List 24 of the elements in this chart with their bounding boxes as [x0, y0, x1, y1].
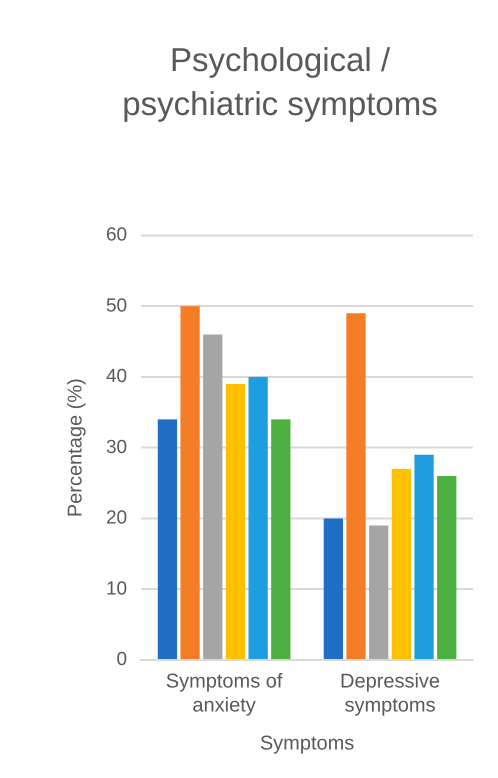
y-tick-label: 50	[106, 295, 128, 316]
bar	[414, 454, 434, 659]
bar	[369, 526, 388, 659]
bar	[437, 476, 456, 659]
bar	[346, 313, 366, 659]
bar	[392, 468, 412, 659]
y-axis-title: Percentage (%)	[64, 378, 87, 518]
bar	[158, 419, 178, 659]
x-tick-label: Symptoms of anxiety	[166, 670, 283, 717]
bar	[226, 384, 246, 659]
bar	[248, 376, 268, 659]
x-tick-label: Depressive symptoms	[340, 670, 440, 717]
x-axis-title: Symptoms	[260, 732, 354, 755]
bar	[180, 306, 200, 659]
y-tick-label: 20	[106, 508, 128, 529]
bar	[324, 518, 343, 659]
bar	[203, 334, 222, 659]
y-tick-label: 30	[106, 436, 128, 458]
bar	[271, 419, 290, 659]
y-tick-label: 40	[106, 366, 128, 388]
y-tick-label: 0	[116, 649, 128, 670]
y-tick-label: 60	[106, 224, 128, 246]
y-tick-label: 10	[106, 578, 128, 600]
chart-title: Psychological / psychiatric symptoms	[121, 40, 439, 124]
